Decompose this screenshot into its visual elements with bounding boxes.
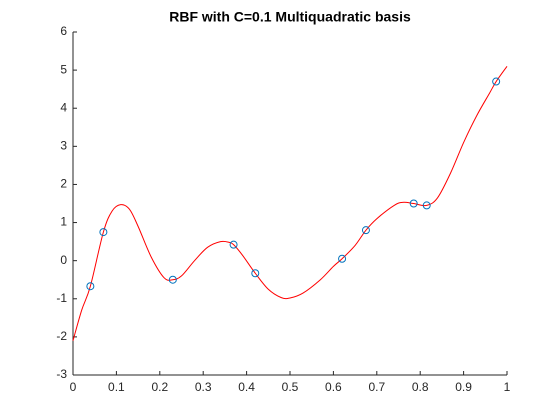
y-tick-label: 5	[60, 62, 67, 76]
x-tick-label: 0.3	[195, 380, 212, 394]
x-tick-label: 0.7	[368, 380, 385, 394]
x-tick-label: 0.1	[108, 380, 125, 394]
x-tick-label: 1	[504, 380, 511, 394]
y-tick-label: 4	[60, 100, 67, 114]
y-tick-label: 3	[60, 139, 67, 153]
y-tick-label: 0	[60, 253, 67, 267]
data-point	[168, 275, 177, 284]
x-tick-label: 0.2	[151, 380, 168, 394]
y-tick-label: 6	[60, 24, 67, 38]
y-tick-label: 2	[60, 177, 67, 191]
chart-title: RBF with C=0.1 Multiquadratic basis	[169, 9, 411, 25]
y-tick-label: 1	[60, 215, 67, 229]
data-point	[229, 240, 238, 249]
x-tick-label: 0	[70, 380, 77, 394]
x-tick-label: 0.9	[455, 380, 472, 394]
data-point	[492, 77, 501, 86]
data-point	[422, 201, 431, 210]
data-point	[409, 199, 418, 208]
y-tick-label: -2	[56, 329, 67, 343]
x-tick-label: 0.5	[282, 380, 299, 394]
data-point	[99, 228, 108, 237]
y-tick-label: -1	[56, 291, 67, 305]
y-tick-label: -3	[56, 367, 67, 381]
data-point	[86, 282, 95, 291]
data-point	[361, 226, 370, 235]
data-point	[338, 254, 347, 263]
x-tick-label: 0.4	[238, 380, 255, 394]
curve	[72, 66, 508, 341]
x-tick-label: 0.8	[412, 380, 429, 394]
data-point	[251, 269, 260, 278]
x-tick-label: 0.6	[325, 380, 342, 394]
